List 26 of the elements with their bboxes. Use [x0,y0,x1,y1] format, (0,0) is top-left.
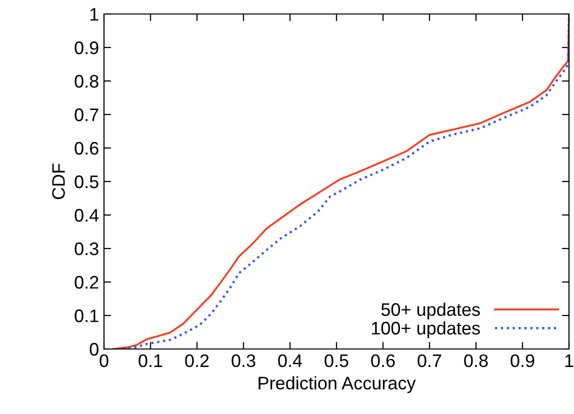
y-tick-label: 0 [90,342,98,356]
y-tick-label: 0.8 [74,74,98,88]
x-tick-label: 0.4 [278,354,302,368]
legend-label: 50+ updates [381,302,480,320]
x-tick-label: 1 [565,354,574,367]
y-tick-label: 0.1 [74,309,98,322]
y-tick-label: 0.6 [74,142,98,155]
x-tick-label: 0.8 [464,354,488,368]
y-tick-label: 0.2 [74,276,98,289]
x-tick-label: 0.5 [324,354,348,368]
y-tick-label: 0.4 [74,208,99,222]
legend-label: 100+ updates [372,321,480,338]
x-axis-title: Prediction Accuracy [258,376,416,394]
y-tick-label: 0.7 [74,108,98,122]
x-tick-label: 0.1 [138,354,162,368]
y-axis-title: CDF [52,164,65,200]
x-tick-label: 0.7 [418,354,442,368]
y-tick-label: 1 [90,8,98,21]
x-tick-label: 0.9 [510,354,534,368]
y-tick-label: 0.9 [74,41,98,54]
x-tick-label: 0.2 [185,354,209,368]
x-tick-label: 0.3 [232,354,256,368]
x-tick-label: 0 [100,354,108,368]
y-tick-label: 0.3 [74,242,98,256]
y-tick-label: 0.5 [74,175,98,188]
x-tick-label: 0.6 [371,354,395,368]
